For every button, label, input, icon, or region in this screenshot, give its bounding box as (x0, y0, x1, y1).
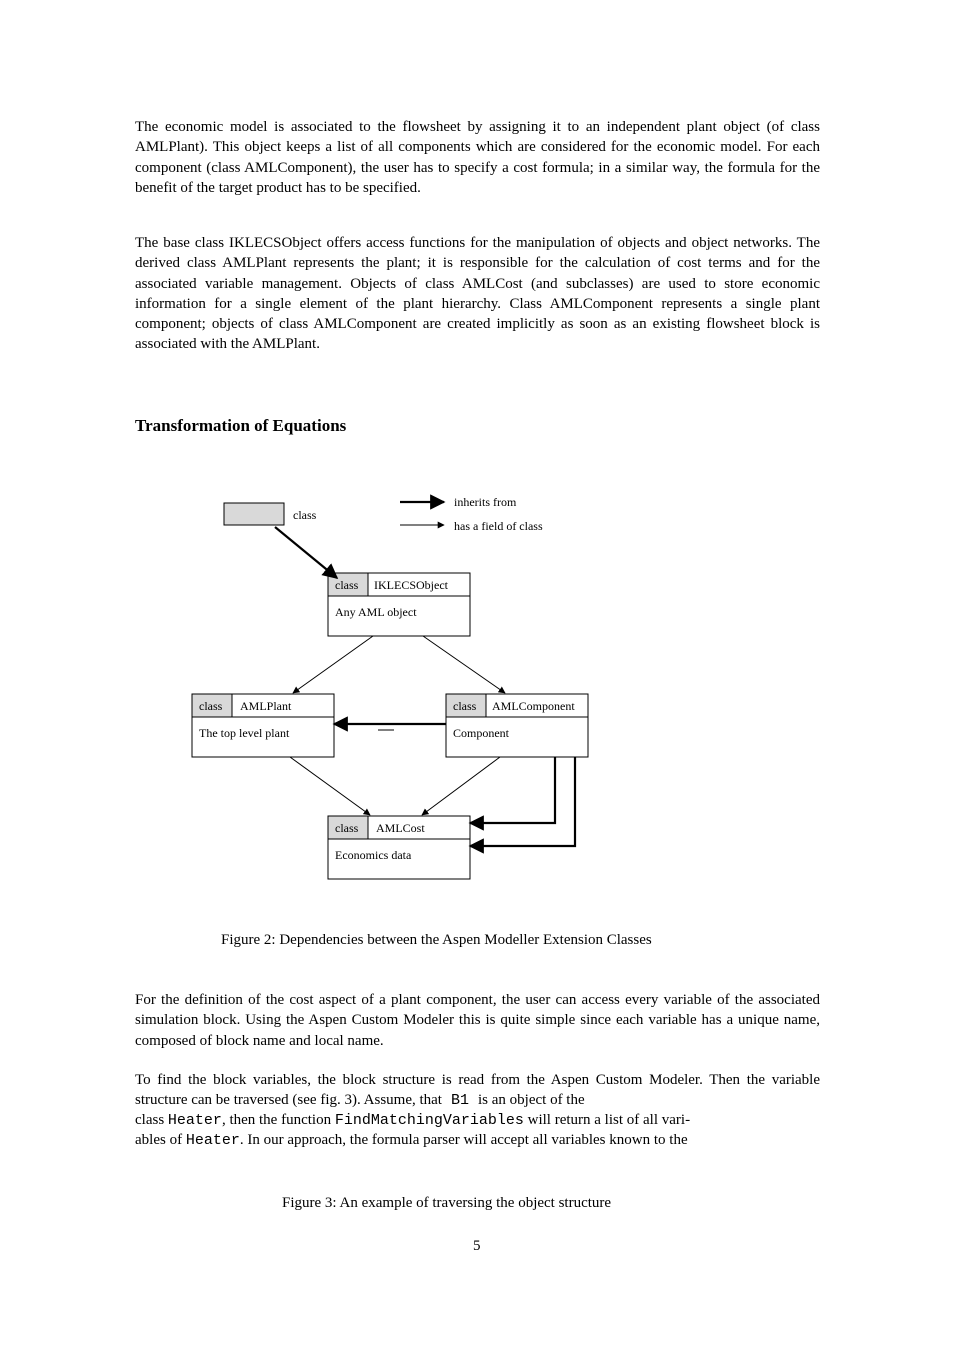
iklecs-class-tag: class (335, 577, 358, 593)
paragraph-6: ables of Heater. In our approach, the fo… (135, 1130, 820, 1151)
amlplant-class-tag: class (199, 698, 222, 714)
edge-amlcomponent-to-amlcost-2 (470, 757, 555, 823)
edge-amlplant-to-amlcost (290, 757, 370, 815)
legend-class-box (224, 503, 284, 525)
figure2-caption: Figure 2: Dependencies between the Aspen… (221, 930, 652, 950)
legend-hasfield-label: has a field of class (454, 518, 543, 534)
edge-amlcomponent-to-amlcost-1 (422, 757, 500, 815)
edge-amlcomponent-to-amlcost-3 (470, 757, 575, 846)
amlplant-title: AMLPlant (240, 698, 291, 714)
p6b: . In our approach, the formula parser wi… (240, 1132, 688, 1148)
paragraph-2: The base class IKLECSObject offers acces… (135, 233, 820, 355)
p5b: , then the function (222, 1112, 335, 1128)
figure3-caption: Figure 3: An example of traversing the o… (282, 1193, 611, 1213)
paragraph-4: To find the block variables, the block s… (135, 1070, 820, 1112)
amlcomponent-class-tag: class (453, 698, 476, 714)
iklecs-title: IKLECSObject (374, 577, 448, 593)
page-number: 5 (473, 1236, 481, 1256)
amlcost-sub: Economics data (335, 847, 411, 863)
amlcost-title: AMLCost (376, 820, 425, 836)
p6-code: Heater (186, 1132, 240, 1149)
p5-code1: Heater (168, 1112, 222, 1129)
page: { "diagram": { "type": "flowchart", "bac… (0, 0, 954, 1350)
amlplant-sub: The top level plant (199, 725, 289, 741)
p6a: ables of (135, 1132, 186, 1148)
legend-inherits-label: inherits from (454, 494, 516, 510)
amlcost-class-tag: class (335, 820, 358, 836)
section-heading: Transformation of Equations (135, 415, 346, 438)
paragraph-3: For the definition of the cost aspect of… (135, 990, 820, 1051)
edge-iklecs-to-amlcomponent (423, 636, 505, 693)
legend-class-label: class (293, 507, 316, 523)
amlcomponent-title: AMLComponent (492, 698, 575, 714)
paragraph-5: class Heater, then the function FindMatc… (135, 1110, 820, 1131)
p4-code: B1 (442, 1092, 478, 1109)
p5a: class (135, 1112, 168, 1128)
edge-iklecs-to-amlplant (293, 636, 373, 693)
paragraph-1: The economic model is associated to the … (135, 117, 820, 198)
amlcomponent-sub: Component (453, 725, 509, 741)
p5-code2: FindMatchingVariables (335, 1112, 524, 1129)
edge-legend-to-iklecs (275, 527, 337, 578)
p5c: will return a list of all vari- (524, 1112, 690, 1128)
iklecs-sub: Any AML object (335, 604, 417, 620)
p4b: is an object of the (478, 1092, 585, 1108)
